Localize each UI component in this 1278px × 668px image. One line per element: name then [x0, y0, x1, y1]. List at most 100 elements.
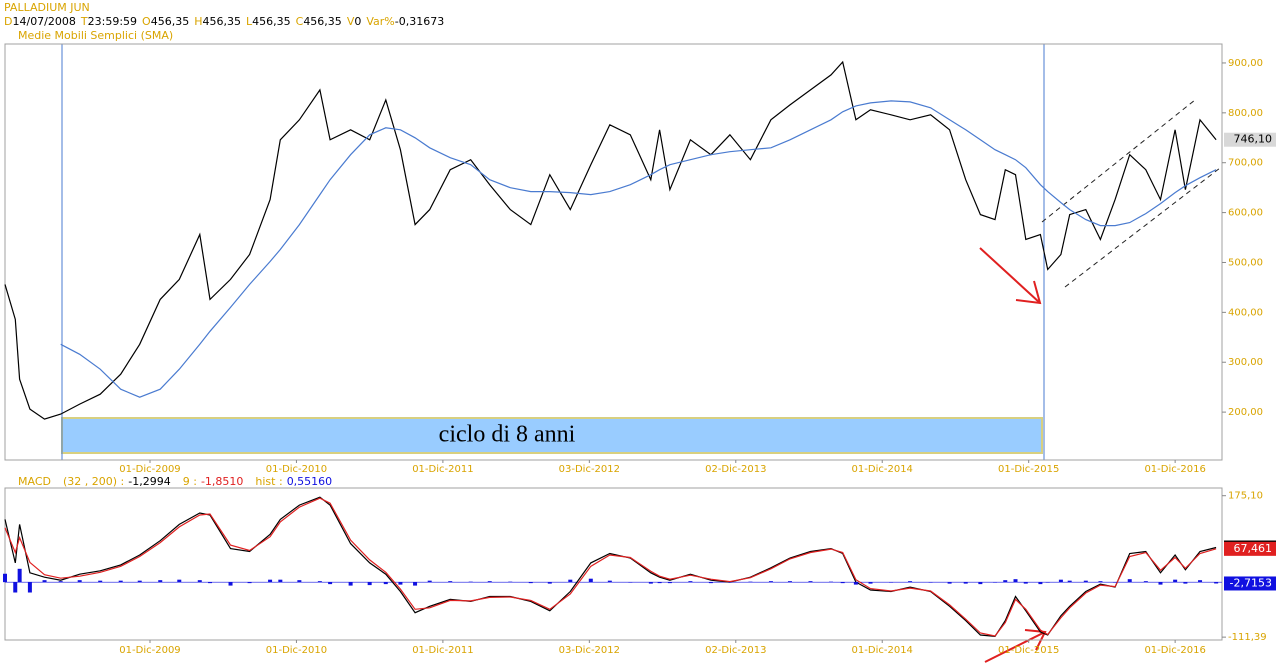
y-tick-label: 200,00: [1228, 407, 1263, 418]
hist-bar: [77, 580, 82, 583]
info-key: Var%: [366, 15, 394, 28]
hist-bar: [367, 582, 372, 586]
x-tick-label: 01-Dic-2011: [412, 464, 473, 475]
x-tick-label: 01-Dic-2009: [119, 645, 180, 656]
info-value: 0: [354, 15, 361, 28]
x-tick-label: 02-Dic-2013: [705, 645, 766, 656]
hist-bar: [208, 582, 213, 584]
hist-bar: [993, 582, 998, 583]
y-tick-label: 800,00: [1228, 108, 1263, 119]
y-tick-label: 600,00: [1228, 208, 1263, 219]
info-key: H: [194, 15, 202, 28]
hist-bar: [278, 579, 283, 583]
hist-bar: [947, 582, 952, 584]
last-value-label: 67,461: [1234, 542, 1273, 555]
hist-bar: [247, 582, 252, 584]
hist-bar: [508, 581, 513, 583]
arrow: [984, 631, 1046, 663]
hist-bar: [853, 582, 858, 585]
hist-bar: [383, 582, 388, 585]
hist-bar: [768, 581, 773, 583]
hist-bar: [727, 582, 732, 583]
x-tick-label: 01-Dic-2009: [119, 464, 180, 475]
info-value: 14/07/2008: [12, 15, 75, 28]
hist-bar: [1067, 580, 1072, 583]
hist-bar: [1045, 582, 1050, 583]
hist-bar: [1143, 581, 1148, 583]
hist-bar: [889, 582, 894, 583]
legend-value: -1,2994: [128, 475, 170, 488]
hist-bar: [1038, 582, 1043, 585]
hist-bar: [1113, 582, 1118, 583]
info-value: 456,35: [252, 15, 291, 28]
hist-bar: [688, 581, 693, 583]
hist-bar: [840, 582, 845, 584]
hist-bar: [648, 582, 653, 584]
x-tick-label: 02-Dic-2013: [705, 464, 766, 475]
hist-bar: [468, 581, 473, 583]
hist-bar: [1127, 579, 1132, 583]
series-line: [4, 496, 1217, 638]
info-key: C: [296, 15, 304, 28]
legend-name: hist :: [255, 475, 282, 488]
hist-bar: [448, 581, 453, 583]
x-tick-label: 03-Dic-2012: [559, 645, 620, 656]
info-value: 456,35: [202, 15, 241, 28]
hist-bar: [828, 581, 833, 583]
plot-frame: [4, 43, 1223, 461]
x-tick-label: 01-Dic-2010: [266, 645, 327, 656]
channel-lower: [1064, 167, 1221, 288]
hist-bar: [58, 581, 63, 583]
hist-bar: [228, 582, 233, 586]
hist-bar: [1023, 582, 1028, 584]
hist-bar: [13, 582, 18, 593]
legend-name: 9 :: [183, 475, 197, 488]
legend-value: -1,8510: [201, 475, 243, 488]
hist-bar: [1183, 582, 1188, 584]
hist-bar: [42, 580, 47, 583]
hist-bar: [808, 581, 813, 583]
info-key: O: [142, 15, 151, 28]
last-value-box: [1224, 541, 1276, 556]
plot-frame: [4, 487, 1223, 641]
channel-upper: [1041, 99, 1196, 223]
info-value: -0,31673: [395, 15, 444, 28]
hist-bar: [1003, 580, 1008, 583]
hist-bar: [137, 580, 142, 583]
x-tick-label: 01-Dic-2011: [412, 645, 473, 656]
hist-bar: [17, 568, 22, 583]
hist-bar: [708, 582, 713, 584]
info-key: T: [80, 15, 88, 28]
macd-legend: MACD (32 , 200) : -1,2994 9 : -1,8510 hist : 0…: [18, 475, 332, 488]
arrow: [979, 247, 1041, 304]
sma-legend: Medie Mobili Semplici (SMA): [18, 29, 173, 42]
hist-bar: [27, 582, 32, 593]
y-tick-label: -111,39: [1228, 632, 1267, 643]
hist-bar: [628, 582, 633, 583]
series-line: [4, 497, 1217, 637]
hist-bar: [607, 580, 612, 583]
hist-bar: [158, 580, 163, 583]
x-tick-label: 01-Dic-2016: [1144, 645, 1205, 656]
hist-bar: [908, 581, 913, 583]
hist-bar: [1013, 579, 1018, 583]
hist-bar: [588, 578, 593, 583]
x-tick-label: 01-Dic-2010: [266, 464, 327, 475]
hist-bar: [787, 581, 792, 583]
hist-bar: [963, 582, 968, 584]
hist-bar: [748, 581, 753, 583]
hist-bar: [1058, 579, 1063, 583]
hist-bar: [1083, 580, 1088, 583]
legend-name: (32 , 200) :: [63, 475, 124, 488]
x-tick-label: 01-Dic-2014: [852, 645, 913, 656]
info-value: 456,35: [303, 15, 342, 28]
arrow-head: [1015, 280, 1042, 305]
hist-bar: [487, 581, 492, 583]
last-value-label: -2,7153: [1230, 576, 1272, 589]
x-tick-label: 01-Dic-2015: [998, 645, 1059, 656]
last-value-label: 746,10: [1234, 133, 1273, 146]
info-value: 456,35: [151, 15, 190, 28]
y-tick-label: 700,00: [1228, 158, 1263, 169]
